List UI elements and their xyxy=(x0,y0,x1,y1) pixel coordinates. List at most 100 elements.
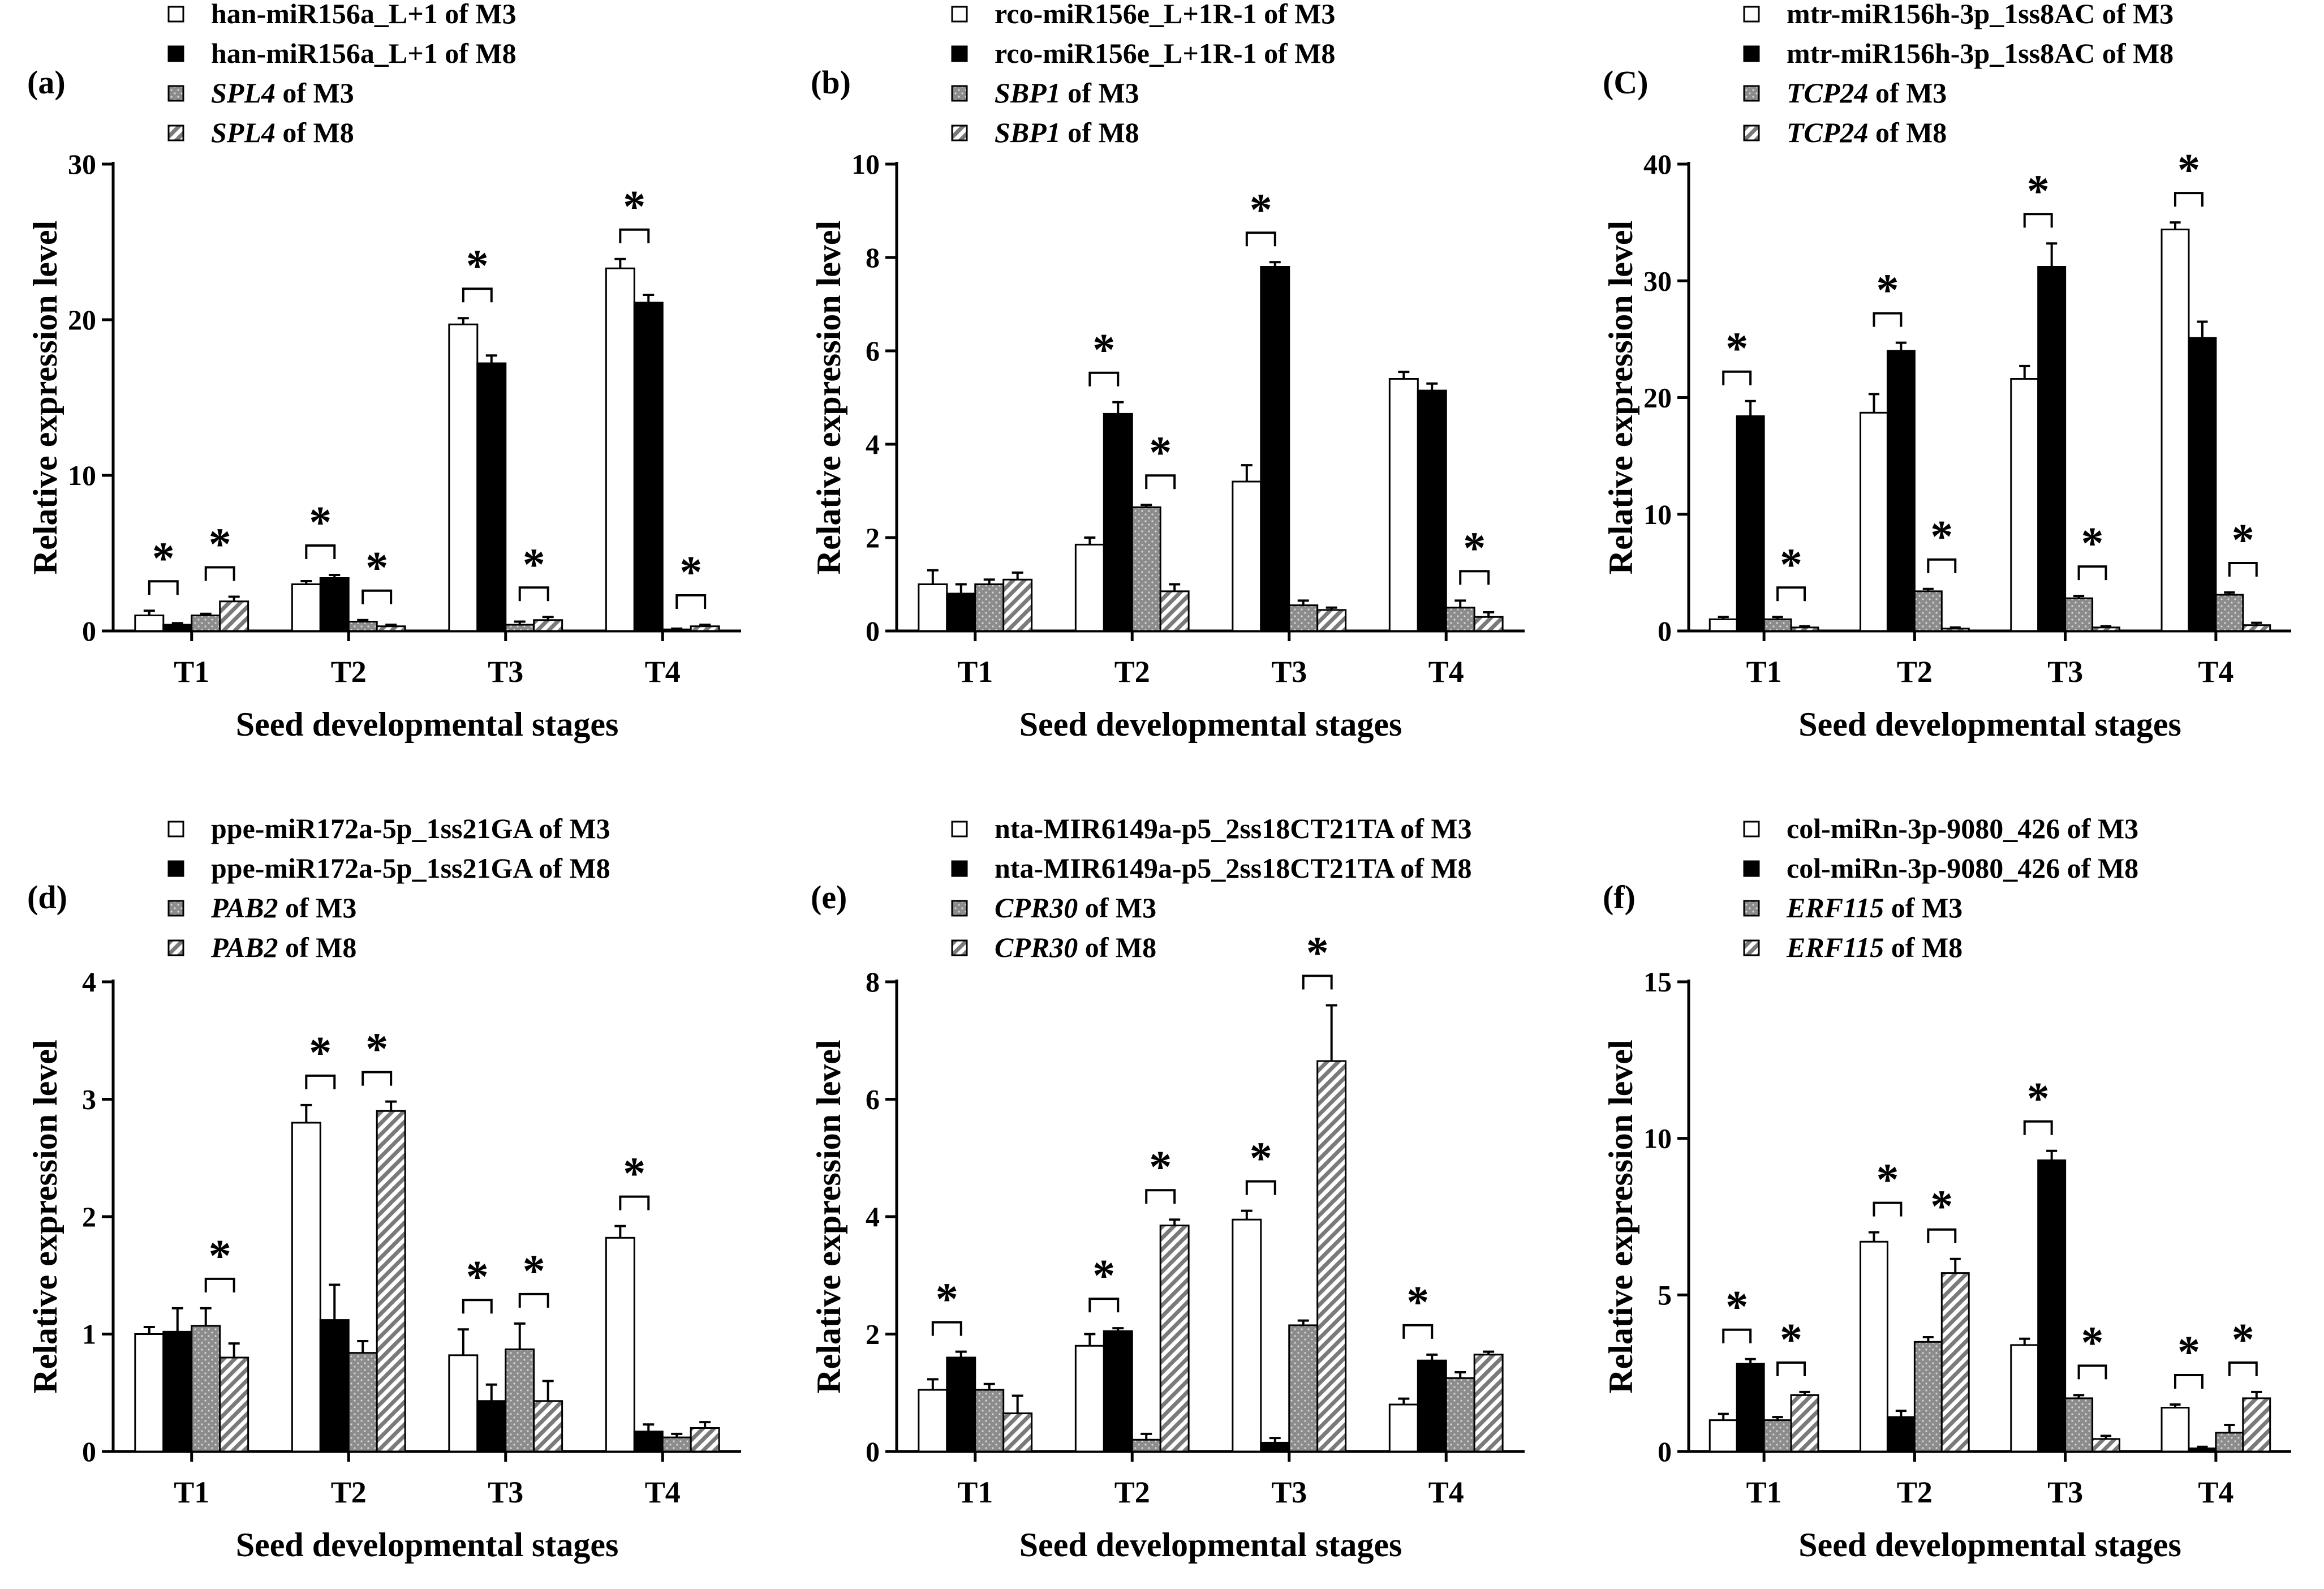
bar-mirna-m3-t1 xyxy=(918,1389,948,1453)
panel-letter: (f) xyxy=(1603,879,1636,916)
significance-star: * xyxy=(1930,512,1953,562)
significance-star: * xyxy=(1780,540,1802,590)
y-tick-label: 30 xyxy=(68,148,96,180)
legend-swatch-mirna-m8 xyxy=(167,45,184,62)
legend-swatch-gene-m3 xyxy=(951,85,968,102)
significance-star: * xyxy=(1306,929,1329,978)
significance-bracket xyxy=(1722,370,1752,385)
bar-mirna-m3-t4 xyxy=(1388,378,1419,632)
x-tick-label: T1 xyxy=(1746,1475,1782,1509)
x-tick-label: T4 xyxy=(645,1475,681,1509)
bar-gene-m3-t3 xyxy=(505,1348,535,1453)
x-tick-label: T1 xyxy=(957,655,993,689)
bar-gene-m3-t1 xyxy=(1763,618,1792,632)
bar-gene-m3-t2 xyxy=(1131,506,1161,632)
significance-star: * xyxy=(466,241,489,291)
bar-gene-m8-t1 xyxy=(219,1356,249,1453)
significance-bracket xyxy=(1927,1228,1957,1243)
bar-gene-m3-t2 xyxy=(347,1352,378,1453)
y-tick-label: 0 xyxy=(866,1436,880,1467)
significance-star: * xyxy=(2081,519,2104,569)
legend-label-mirna-m8: col-miRn-3p-9080_426 of M8 xyxy=(1787,852,2138,884)
significance-bracket xyxy=(619,228,650,243)
legend-swatch-mirna-m3 xyxy=(951,6,968,23)
bar-gene-m8-t4 xyxy=(2242,624,2271,632)
bar-gene-m8-t1 xyxy=(1002,1412,1033,1453)
significance-star: * xyxy=(1250,185,1272,235)
bar-mirna-m8-t4 xyxy=(1417,389,1447,632)
significance-bracket xyxy=(148,580,179,595)
y-axis-title: Relative expression level xyxy=(810,1040,847,1393)
legend-label-gene-m3: TCP24 of M3 xyxy=(1787,77,1947,109)
bar-gene-m8-t3 xyxy=(1316,1060,1347,1453)
bar-mirna-m3-t4 xyxy=(2161,1407,2190,1453)
y-tick-label: 40 xyxy=(1643,148,1672,180)
legend-label-mirna-m8: rco-miR156e_L+1R-1 of M8 xyxy=(995,37,1335,69)
x-tick-label: T1 xyxy=(957,1475,993,1509)
bar-gene-m3-t2 xyxy=(1913,590,1943,632)
bar-gene-m8-t1 xyxy=(1790,1394,1819,1453)
legend-swatch-gene-m8 xyxy=(951,124,968,141)
panel-letter: (b) xyxy=(811,64,851,101)
significance-bracket xyxy=(2023,213,2053,228)
legend-label-mirna-m3: ppe-miR172a-5p_1ss21GA of M3 xyxy=(211,813,610,844)
y-axis-title: Relative expression level xyxy=(27,221,64,574)
bar-mirna-m8-t3 xyxy=(1260,1441,1290,1453)
significance-bracket xyxy=(462,1299,493,1314)
panel-letter: (e) xyxy=(811,879,847,916)
legend-label-mirna-m3: mtr-miR156h-3p_1ss8AC of M3 xyxy=(1787,0,2174,29)
bar-gene-m8-t1 xyxy=(1790,626,1819,632)
legend-label-gene-m3: SBP1 of M3 xyxy=(995,77,1139,109)
x-tick-label: T3 xyxy=(2047,1475,2083,1509)
bar-gene-m8-t4 xyxy=(1473,1354,1504,1453)
y-tick-label: 8 xyxy=(866,242,880,273)
legend-swatch-mirna-m3 xyxy=(1743,6,1760,23)
bar-mirna-m3-t1 xyxy=(918,583,948,632)
y-tick-label: 20 xyxy=(68,304,96,336)
y-tick-label: 4 xyxy=(866,428,880,460)
bar-mirna-m8-t1 xyxy=(946,1356,976,1453)
legend-swatch-gene-m8 xyxy=(167,124,184,141)
significance-bracket xyxy=(2023,1120,2053,1135)
legend-label-mirna-m8: ppe-miR172a-5p_1ss21GA of M8 xyxy=(211,852,610,884)
x-tick-label: T2 xyxy=(331,655,367,689)
bar-gene-m8-t2 xyxy=(376,625,406,632)
legend-swatch-gene-m8 xyxy=(1743,124,1760,141)
bar-gene-m3-t2 xyxy=(1131,1438,1161,1453)
bar-mirna-m3-t3 xyxy=(1232,1218,1262,1453)
chart-panel-a: (a) han-miR156a_L+1 of M3 han-miR156a_L+1 … xyxy=(27,0,741,743)
legend-label-mirna-m3: nta-MIR6149a-p5_2ss18CT21TA of M3 xyxy=(995,813,1472,844)
x-tick-label: T3 xyxy=(1271,655,1307,689)
legend-label-mirna-m8: han-miR156a_L+1 of M8 xyxy=(211,37,517,69)
bar-mirna-m8-t1 xyxy=(1736,415,1765,632)
significance-bracket xyxy=(1776,586,1806,602)
y-tick-label: 30 xyxy=(1643,265,1672,297)
significance-star: * xyxy=(679,548,702,598)
x-axis-title: Seed developmental stages xyxy=(1798,706,2181,743)
significance-star: * xyxy=(365,1025,388,1075)
legend-label-gene-m3: ERF115 of M3 xyxy=(1786,892,1963,924)
bar-gene-m3-t1 xyxy=(1763,1419,1792,1453)
significance-star: * xyxy=(2177,1328,2200,1377)
bar-mirna-m3-t4 xyxy=(605,1236,635,1453)
bar-gene-m3-t4 xyxy=(2215,594,2244,632)
significance-bracket xyxy=(462,287,493,303)
bar-gene-m8-t2 xyxy=(1940,628,1970,632)
y-tick-label: 1 xyxy=(82,1319,96,1350)
y-tick-label: 0 xyxy=(82,615,96,647)
bar-gene-m8-t2 xyxy=(1159,1225,1190,1453)
x-tick-label: T4 xyxy=(1428,655,1464,689)
bar-gene-m8-t3 xyxy=(533,1400,563,1453)
bar-gene-m3-t4 xyxy=(2215,1432,2244,1453)
x-tick-label: T4 xyxy=(2198,655,2233,689)
significance-star: * xyxy=(1876,1156,1899,1205)
y-tick-label: 4 xyxy=(866,1201,880,1232)
y-tick-label: 3 xyxy=(82,1084,96,1115)
bar-gene-m8-t2 xyxy=(376,1110,406,1453)
significance-star: * xyxy=(2232,1315,2254,1365)
significance-star: * xyxy=(1092,1251,1115,1301)
significance-bracket xyxy=(361,1071,393,1086)
bar-gene-m3-t4 xyxy=(661,1436,692,1453)
significance-bracket xyxy=(1245,1180,1276,1195)
significance-bracket xyxy=(1145,474,1176,489)
